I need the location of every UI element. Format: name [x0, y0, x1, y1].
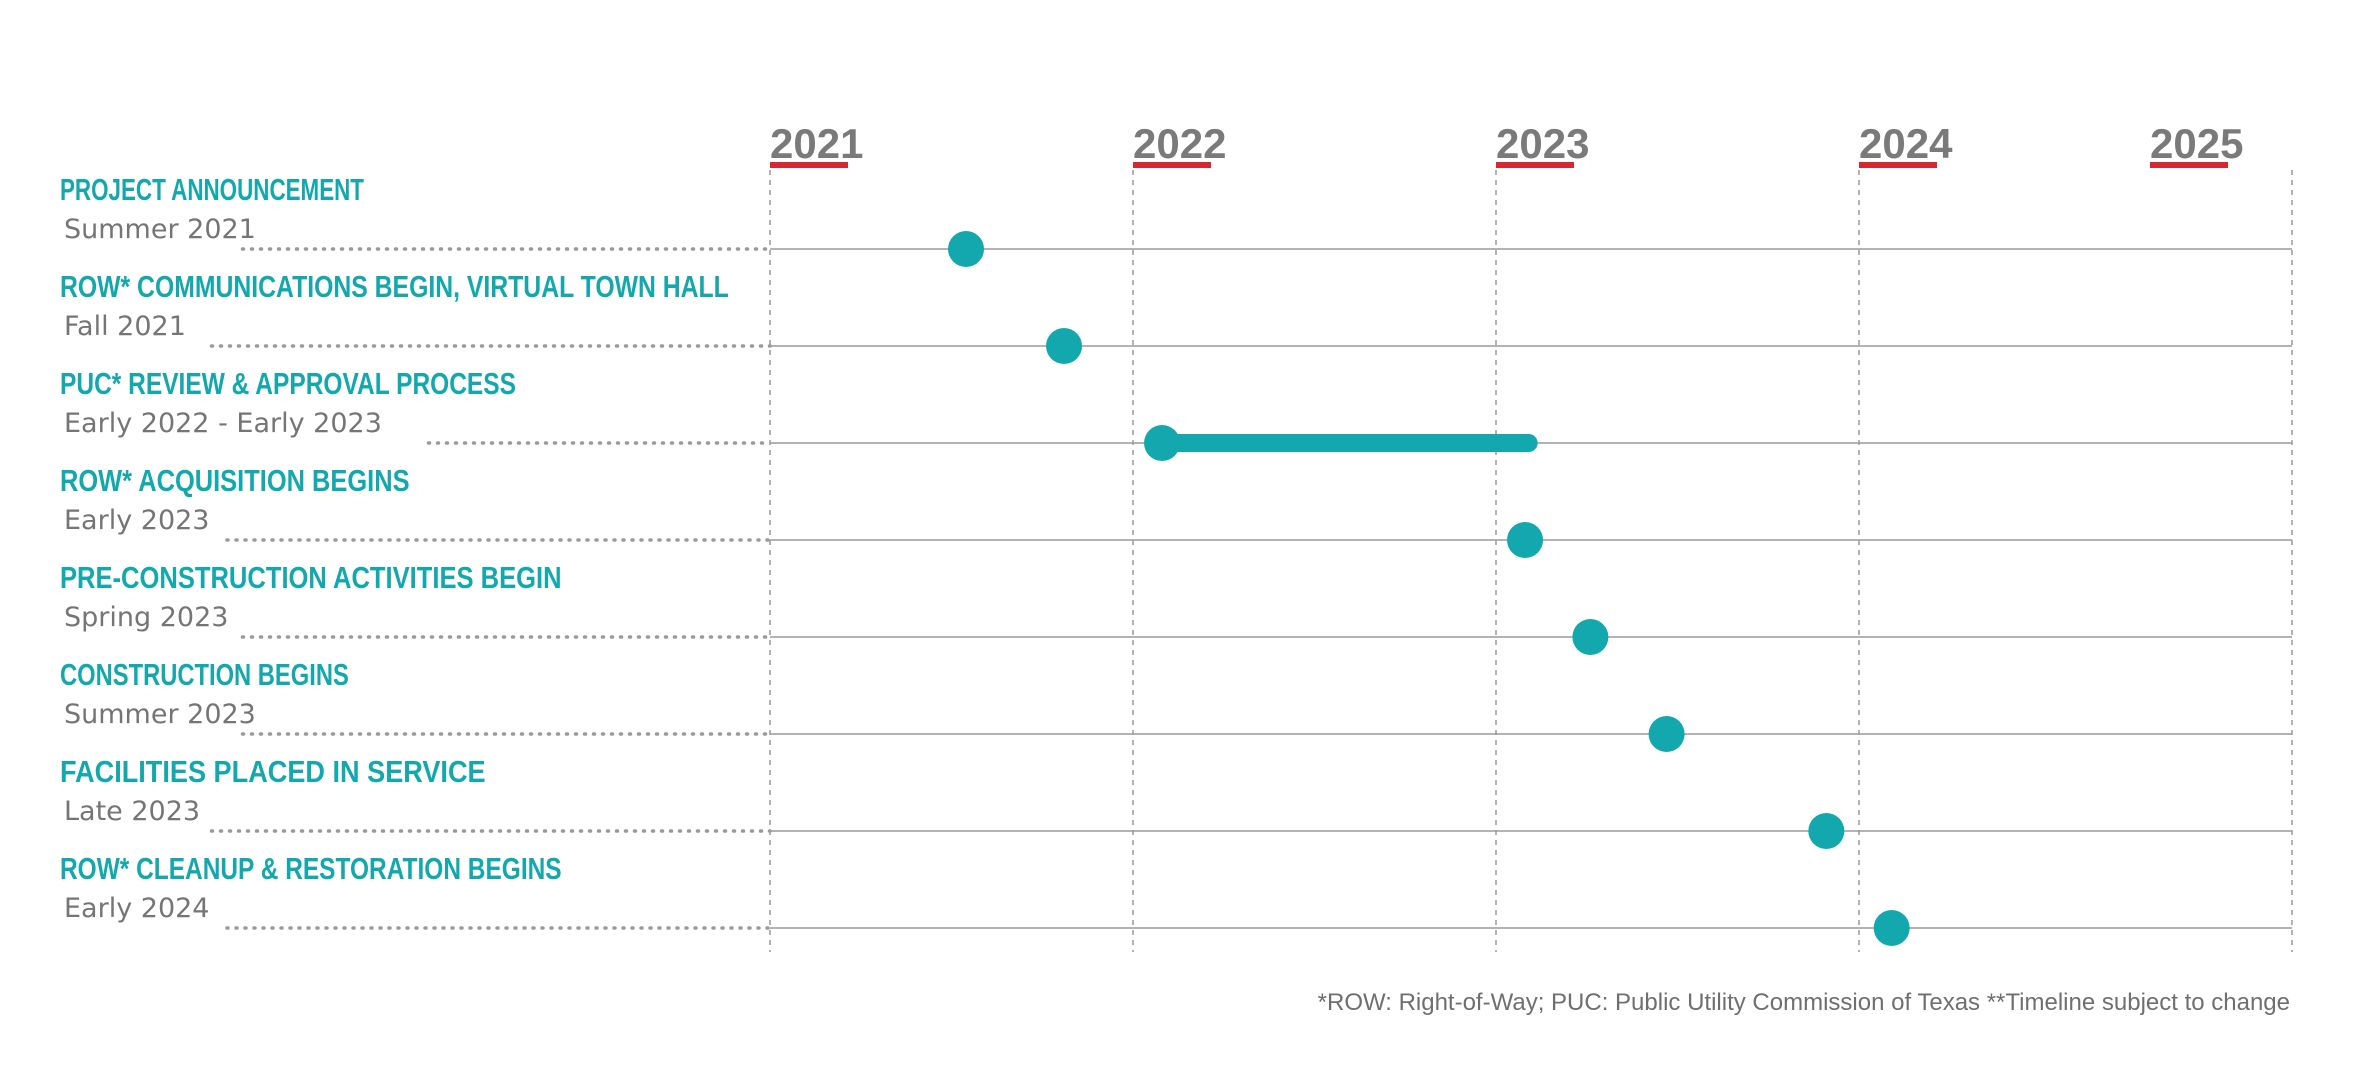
milestone-date: Late 2023: [64, 796, 200, 827]
year-label: 2023: [1496, 120, 1589, 167]
year-label: 2021: [770, 120, 863, 167]
milestone-date: Fall 2021: [64, 311, 186, 342]
milestone-date: Early 2024: [64, 893, 209, 924]
milestone-marker: [1648, 716, 1685, 752]
milestone-markers: [948, 231, 1910, 946]
milestone-marker: [1144, 425, 1181, 461]
grid: [769, 170, 2293, 952]
milestone-title: FACILITIES PLACED IN SERVICE: [60, 754, 486, 789]
year-underline: [1496, 162, 1574, 168]
milestone-title: PUC* REVIEW & APPROVAL PROCESS: [60, 366, 516, 401]
milestone-date: Summer 2023: [64, 699, 256, 730]
milestone-marker: [1046, 328, 1083, 364]
year-underline: [770, 162, 848, 168]
footnote: *ROW: Right-of-Way; PUC: Public Utility …: [1318, 989, 2290, 1016]
milestone-title: CONSTRUCTION BEGINS: [60, 657, 349, 692]
milestone-date: Summer 2021: [64, 214, 256, 245]
milestone-title: ROW* ACQUISITION BEGINS: [60, 463, 410, 498]
milestone-rows: PROJECT ANNOUNCEMENT Summer 2021 ROW* COMM…: [60, 172, 2292, 930]
milestone-marker: [1572, 619, 1609, 655]
year-axis: 2021 2022 2023 2024 2025: [770, 120, 2243, 168]
year-label: 2025: [2150, 120, 2243, 167]
milestone-date: Spring 2023: [64, 602, 228, 633]
milestone-date: Early 2023: [64, 505, 209, 536]
year-underline: [1859, 162, 1937, 168]
milestone-marker: [1808, 813, 1845, 849]
year-label: 2022: [1133, 120, 1226, 167]
milestone-marker: [948, 231, 985, 267]
year-underline: [2150, 162, 2228, 168]
year-underline: [1133, 162, 1211, 168]
milestone-title: ROW* CLEANUP & RESTORATION BEGINS: [60, 851, 562, 886]
milestone-date: Early 2022 - Early 2023: [64, 408, 382, 439]
milestone-marker: [1873, 910, 1910, 946]
milestone-marker: [1507, 522, 1544, 558]
milestone-title: PRE-CONSTRUCTION ACTIVITIES BEGIN: [60, 560, 562, 595]
year-label: 2024: [1859, 120, 1953, 167]
milestone-title: PROJECT ANNOUNCEMENT: [60, 172, 364, 207]
milestone-title: ROW* COMMUNICATIONS BEGIN, VIRTUAL TOWN …: [60, 269, 729, 304]
